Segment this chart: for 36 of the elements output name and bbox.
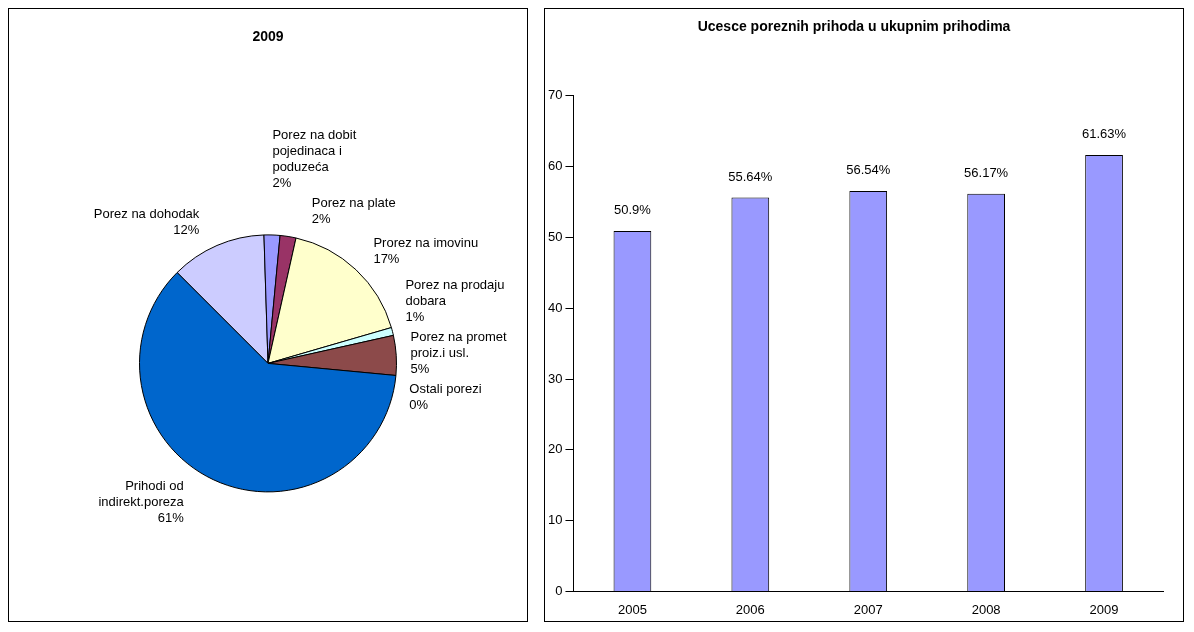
data-label: 61.63%	[1082, 126, 1127, 142]
data-label: 2%	[311, 211, 331, 227]
data-label: 55.64%	[728, 168, 773, 184]
x-tick-label: 2006	[735, 601, 765, 617]
slice-label: Porez na plate	[311, 195, 396, 211]
data-label: 5%	[410, 361, 430, 377]
x-tick-label: 2005	[617, 601, 647, 617]
data-label: 1%	[405, 309, 425, 325]
slice-label: Prorez na imovinu	[373, 235, 479, 251]
category-label: Ostali porezi	[409, 381, 482, 397]
data-label: 56.54%	[846, 162, 891, 178]
data-label: 17%	[373, 251, 400, 267]
slice-label: Porez na dobit pojedinaca i poduzeća	[272, 127, 357, 175]
y-tick-label: 10	[547, 512, 563, 528]
x-tick-label: 2009	[1089, 601, 1119, 617]
data-label: 2%	[272, 175, 292, 191]
y-tick-label: 50	[547, 228, 563, 244]
y-tick-label: 20	[547, 441, 563, 457]
slice-label: Prihodi od indirekt.poreza	[98, 477, 185, 509]
x-tick-label: 2007	[853, 601, 883, 617]
y-tick-label: 0	[555, 582, 563, 598]
y-tick-label: 70	[547, 87, 563, 103]
data-label: 61%	[157, 509, 185, 525]
slice-label: Porez na dohodak	[93, 206, 200, 222]
data-label: 12%	[173, 222, 200, 238]
y-tick-label: 60	[547, 158, 563, 174]
slice-label: Porez na promet proiz.i usl.	[410, 329, 507, 361]
chart-title: 2009	[252, 28, 284, 45]
text: 0%	[409, 397, 429, 413]
x-tick-label: 2008	[971, 601, 1001, 617]
y-tick-label: 40	[547, 299, 563, 315]
slice-label: Porez na prodaju dobara	[405, 277, 505, 309]
data-label: 50.9%	[613, 202, 652, 218]
chart-title: Ucesce poreznih prihoda u ukupnim prihodima	[697, 18, 1011, 35]
data-label: 56.17%	[964, 164, 1009, 180]
y-tick-label: 30	[547, 370, 563, 386]
